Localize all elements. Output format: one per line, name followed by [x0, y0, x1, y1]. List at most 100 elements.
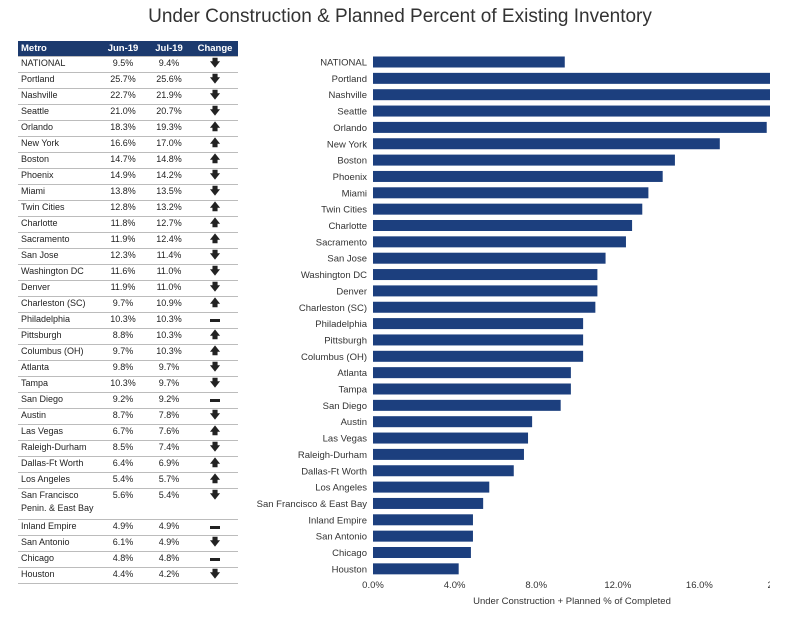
metro-cell: San Diego	[18, 392, 100, 409]
bar	[373, 547, 471, 558]
jul-value-cell: 7.8%	[146, 408, 192, 425]
metro-cell: Nashville	[18, 88, 100, 105]
metro-cell: Charlotte	[18, 216, 100, 233]
bar	[373, 121, 767, 133]
jul-value-cell: 14.2%	[146, 168, 192, 185]
jul-value-cell: 7.6%	[146, 424, 192, 441]
metro-cell: NATIONAL	[18, 56, 100, 73]
metro-cell: Atlanta	[18, 360, 100, 377]
change-up-icon: 🡅	[192, 216, 238, 233]
category-label: Raleigh-Durham	[298, 450, 367, 461]
bar	[373, 334, 584, 346]
table-row: Twin Cities 12.8% 13.2% 🡅	[18, 200, 238, 217]
bar	[373, 301, 596, 313]
x-tick-label: 0.0%	[362, 580, 384, 591]
jul-value-cell: 12.4%	[146, 232, 192, 249]
category-label: San Francisco & East Bay	[257, 499, 368, 510]
table-row: Denver 11.9% 11.0% 🡇	[18, 280, 238, 297]
chart-title: Under Construction & Planned Percent of …	[148, 6, 652, 27]
jul-value-cell: 21.9%	[146, 88, 192, 105]
table-row: Nashville 22.7% 21.9% 🡇	[18, 88, 238, 105]
category-label: Columbus (OH)	[301, 352, 367, 363]
metro-cell: Seattle	[18, 104, 100, 121]
bar	[373, 465, 514, 477]
change-down-icon: 🡇	[192, 535, 238, 552]
change-flat-icon: ▬	[192, 519, 238, 536]
bar	[373, 138, 720, 150]
category-label: NATIONAL	[320, 58, 367, 69]
jun-value-cell: 12.3%	[100, 248, 146, 265]
category-label: Philadelphia	[315, 319, 367, 330]
bar	[373, 170, 663, 182]
change-up-icon: 🡅	[192, 120, 238, 137]
jul-value-cell: 17.0%	[146, 136, 192, 153]
bar	[373, 220, 633, 231]
jul-value-cell: 14.8%	[146, 152, 192, 169]
change-up-icon: 🡅	[192, 424, 238, 441]
bar-group	[373, 56, 770, 575]
x-tick-label: 4.0%	[444, 580, 466, 591]
jun-value-cell: 9.7%	[100, 344, 146, 361]
jul-value-cell: 25.6%	[146, 72, 192, 89]
metro-cell: Portland	[18, 72, 100, 89]
metro-cell: Inland Empire	[18, 519, 100, 536]
metro-cell: Dallas-Ft Worth	[18, 456, 100, 473]
category-label: Charleston (SC)	[299, 303, 367, 314]
category-label: New York	[327, 139, 367, 150]
bar	[373, 448, 524, 460]
table-body: NATIONAL 9.5% 9.4% 🡇 Portland 25.7% 25.6% 🡇 Nash…	[18, 56, 238, 584]
change-down-icon: 🡇	[192, 56, 238, 73]
metro-cell: Raleigh-Durham	[18, 440, 100, 457]
metro-cell: Miami	[18, 184, 100, 201]
category-label: Charlotte	[328, 221, 367, 232]
jul-value-cell: 7.4%	[146, 440, 192, 457]
table-row: Tampa 10.3% 9.7% 🡇	[18, 376, 238, 393]
bar	[373, 350, 584, 362]
jun-value-cell: 11.9%	[100, 280, 146, 297]
jul-value-cell: 10.3%	[146, 328, 192, 345]
table-header-row: Metro Jun-19 Jul-19 Change	[18, 41, 238, 57]
change-down-icon: 🡇	[192, 280, 238, 297]
metro-cell: New York	[18, 136, 100, 153]
jul-value-cell: 4.9%	[146, 519, 192, 536]
table-row: Phoenix 14.9% 14.2% 🡇	[18, 168, 238, 185]
jun-value-cell: 11.6%	[100, 264, 146, 281]
change-down-icon: 🡇	[192, 264, 238, 281]
category-label: Houston	[332, 564, 367, 575]
metro-cell: Austin	[18, 408, 100, 425]
bar	[373, 203, 643, 215]
jun-value-cell: 9.5%	[100, 56, 146, 73]
jun-value-cell: 21.0%	[100, 104, 146, 121]
change-down-icon: 🡇	[192, 184, 238, 201]
category-labels: NATIONAL Portland Nashville Seattle Orlando N…	[257, 58, 368, 576]
change-down-icon: 🡇	[192, 168, 238, 185]
jul-value-cell: 13.2%	[146, 200, 192, 217]
metro-cell: Twin Cities	[18, 200, 100, 217]
jun-value-cell: 11.9%	[100, 232, 146, 249]
metro-cell: Philadelphia	[18, 312, 100, 329]
x-tick-label: 20.0%	[768, 580, 770, 591]
change-up-icon: 🡅	[192, 296, 238, 313]
x-tick-labels: 0.0%4.0%8.0%12.0%16.0%20.0%24.0%	[362, 580, 770, 591]
bar	[373, 383, 571, 395]
jul-value-cell: 5.7%	[146, 472, 192, 489]
category-label: Tampa	[338, 385, 367, 396]
jul-value-cell: 19.3%	[146, 120, 192, 137]
jun-value-cell: 10.3%	[100, 312, 146, 329]
jun-value-cell: 9.8%	[100, 360, 146, 377]
jun-value-cell: 5.4%	[100, 472, 146, 489]
change-down-icon: 🡇	[192, 248, 238, 265]
category-label: Chicago	[332, 548, 367, 559]
bar	[373, 514, 473, 526]
table-row: Columbus (OH) 9.7% 10.3% 🡅	[18, 344, 238, 361]
jun-value-cell: 4.8%	[100, 551, 146, 568]
jun-value-cell: 4.9%	[100, 519, 146, 536]
bar	[373, 105, 770, 117]
table-row: Inland Empire 4.9% 4.9% ▬	[18, 519, 238, 536]
jun-value-cell: 12.8%	[100, 200, 146, 217]
table-row: NATIONAL 9.5% 9.4% 🡇	[18, 56, 238, 73]
jun-value-cell: 6.7%	[100, 424, 146, 441]
bar	[373, 72, 770, 84]
bar	[373, 530, 473, 542]
header-change: Change	[192, 41, 238, 57]
